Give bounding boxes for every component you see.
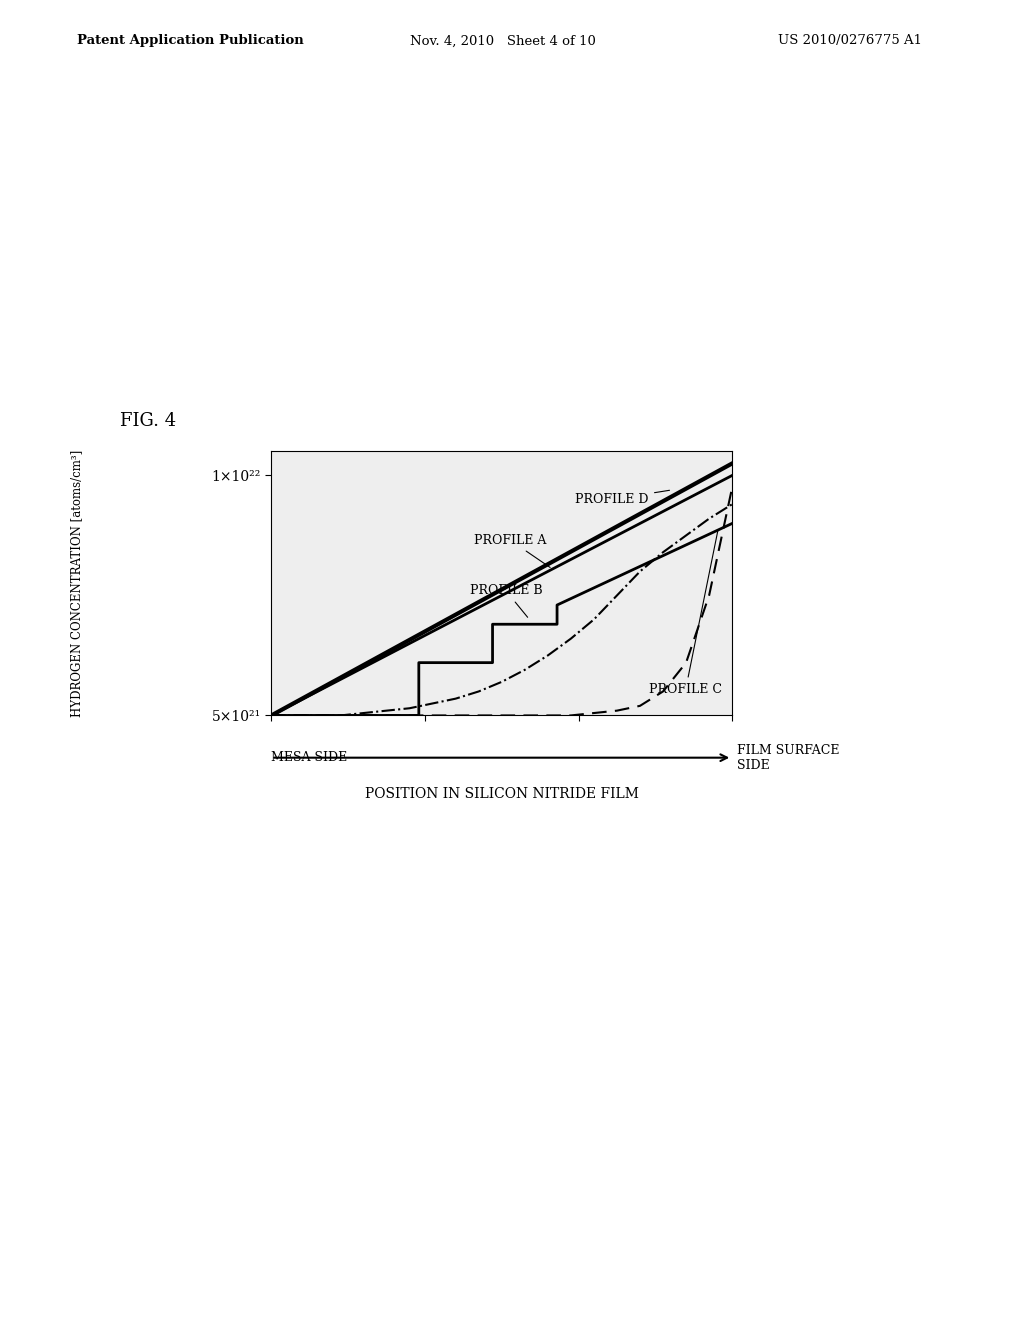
Text: PROFILE D: PROFILE D <box>575 490 670 506</box>
Text: PROFILE A: PROFILE A <box>474 533 550 568</box>
Text: Nov. 4, 2010   Sheet 4 of 10: Nov. 4, 2010 Sheet 4 of 10 <box>410 34 596 48</box>
Text: HYDROGEN CONCENTRATION [atoms/cm³]: HYDROGEN CONCENTRATION [atoms/cm³] <box>71 450 83 717</box>
Text: POSITION IN SILICON NITRIDE FILM: POSITION IN SILICON NITRIDE FILM <box>365 787 639 801</box>
Text: MESA SIDE: MESA SIDE <box>271 751 347 764</box>
Text: PROFILE C: PROFILE C <box>649 531 722 696</box>
Text: US 2010/0276775 A1: US 2010/0276775 A1 <box>778 34 923 48</box>
Text: FILM SURFACE
SIDE: FILM SURFACE SIDE <box>737 743 840 772</box>
Text: Patent Application Publication: Patent Application Publication <box>77 34 303 48</box>
Text: PROFILE B: PROFILE B <box>469 585 542 618</box>
Text: FIG. 4: FIG. 4 <box>120 412 176 430</box>
